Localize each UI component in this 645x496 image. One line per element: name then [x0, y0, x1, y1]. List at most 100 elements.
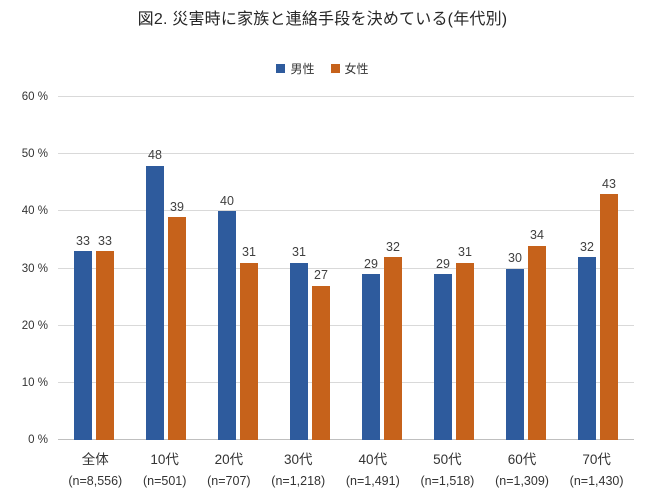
bar-男性-全体	[74, 251, 92, 440]
category-name: 10代	[150, 452, 179, 467]
bar-wrap: 43	[600, 97, 618, 440]
gridline-30	[58, 267, 634, 269]
bar-男性-40代	[362, 274, 380, 440]
bar-男性-60代	[506, 268, 524, 440]
bar-value-label: 40	[220, 193, 234, 208]
bar-value-label: 32	[386, 239, 400, 254]
bar-value-label: 31	[458, 245, 472, 260]
bar-group-全体: 33 33	[74, 97, 114, 440]
category-sample-size: (n=501)	[142, 474, 187, 488]
bar-group-20代: 40 31	[218, 97, 258, 440]
bar-wrap: 32	[578, 97, 596, 440]
y-tick-label-0: 0 %	[28, 434, 48, 446]
gridline-50	[58, 153, 634, 155]
bar-group-30代: 31 27	[290, 97, 330, 440]
bar-group-60代: 30 34	[506, 97, 546, 440]
bar-groups: 33 33 48 39 40 31 31 27 29 32 29 31 30 34 32 43	[58, 97, 634, 440]
category-name: 70代	[582, 452, 611, 467]
legend-swatch-female-icon	[330, 64, 340, 73]
category-name: 全体	[81, 452, 109, 467]
bar-value-label: 43	[602, 176, 616, 191]
bar-group-40代: 29 32	[362, 97, 402, 440]
bar-value-label: 30	[508, 251, 522, 265]
x-label-20代: 20代 (n=707)	[207, 446, 250, 488]
bar-男性-10代	[146, 165, 164, 440]
bar-wrap: 29	[434, 97, 452, 440]
gridline-10	[58, 381, 634, 383]
bar-value-label: 29	[364, 256, 378, 271]
category-sample-size: (n=1,309)	[495, 474, 549, 488]
bar-女性-10代	[168, 217, 186, 440]
bar-value-label: 32	[580, 239, 594, 254]
bar-男性-70代	[578, 257, 596, 440]
bar-wrap: 40	[218, 97, 236, 440]
bar-value-label: 34	[530, 228, 544, 243]
bar-女性-40代	[384, 257, 402, 440]
x-axis-labels: 全体 (n=8,556) 10代 (n=501) 20代 (n=707) 30代 (n=1,2…	[58, 446, 634, 488]
bar-wrap: 39	[168, 97, 186, 440]
category-sample-size: (n=1,491)	[345, 474, 400, 488]
y-tick-label-50: 50 %	[21, 148, 48, 161]
category-sample-size: (n=8,556)	[68, 474, 123, 488]
legend-label-male: 男性	[290, 62, 315, 76]
bar-value-label: 27	[314, 268, 328, 283]
bar-男性-20代	[218, 211, 236, 440]
gridline-0	[58, 439, 634, 440]
bar-wrap: 33	[96, 97, 114, 440]
bar-女性-50代	[456, 262, 474, 440]
bar-男性-30代	[290, 262, 308, 440]
bar-wrap: 31	[456, 97, 474, 440]
x-label-10代: 10代 (n=501)	[143, 446, 186, 488]
legend-label-female: 女性	[344, 62, 369, 76]
bar-女性-20代	[240, 262, 258, 440]
bar-wrap: 27	[312, 97, 330, 440]
x-label-50代: 50代 (n=1,518)	[420, 446, 474, 488]
bar-wrap: 32	[384, 97, 402, 440]
category-sample-size: (n=1,430)	[569, 474, 624, 488]
bar-wrap: 31	[240, 97, 258, 440]
gridline-20	[58, 324, 634, 326]
bar-value-label: 33	[98, 233, 112, 248]
bar-value-label: 33	[76, 233, 90, 248]
category-sample-size: (n=707)	[207, 474, 251, 488]
plot-area: 0 % 10 % 20 % 30 % 40 % 50 % 60 % 33 33 48 39 40 31…	[22, 91, 634, 446]
bar-女性-全体	[96, 251, 114, 440]
bar-value-label: 39	[170, 199, 184, 214]
x-label-全体: 全体 (n=8,556)	[68, 446, 122, 488]
bar-wrap: 34	[528, 97, 546, 440]
y-tick-label-30: 30 %	[21, 262, 48, 275]
bar-value-label: 29	[436, 256, 450, 271]
bar-value-label: 48	[148, 148, 162, 163]
gridline-40	[58, 210, 634, 212]
bar-女性-70代	[600, 194, 618, 440]
legend-swatch-male-icon	[276, 64, 286, 73]
bar-wrap: 29	[362, 97, 380, 440]
bar-女性-30代	[312, 285, 330, 440]
x-label-40代: 40代 (n=1,491)	[346, 446, 400, 488]
bar-value-label: 31	[242, 245, 256, 260]
legend: 男性 女性	[0, 60, 645, 77]
x-label-70代: 70代 (n=1,430)	[570, 446, 624, 488]
category-name: 30代	[283, 452, 313, 467]
category-sample-size: (n=1,518)	[420, 474, 475, 488]
x-label-60代: 60代 (n=1,309)	[495, 446, 549, 488]
y-tick-label-40: 40 %	[21, 205, 48, 218]
bar-女性-60代	[528, 245, 546, 440]
bar-wrap: 48	[146, 97, 164, 440]
bar-wrap: 31	[290, 97, 308, 440]
gridline-60	[58, 96, 634, 97]
category-name: 20代	[214, 452, 244, 467]
bar-wrap: 33	[74, 97, 92, 440]
bar-group-10代: 48 39	[146, 97, 186, 440]
bar-男性-50代	[434, 274, 452, 440]
category-name: 60代	[507, 452, 537, 467]
category-sample-size: (n=1,218)	[271, 474, 326, 488]
bar-wrap: 30	[506, 97, 524, 440]
bar-group-50代: 29 31	[434, 97, 474, 440]
bar-group-70代: 32 43	[578, 97, 618, 440]
category-name: 50代	[433, 452, 462, 467]
legend-item-male: 男性	[276, 60, 315, 77]
y-tick-label-60: 60 %	[21, 91, 48, 103]
y-tick-label-10: 10 %	[21, 376, 48, 389]
